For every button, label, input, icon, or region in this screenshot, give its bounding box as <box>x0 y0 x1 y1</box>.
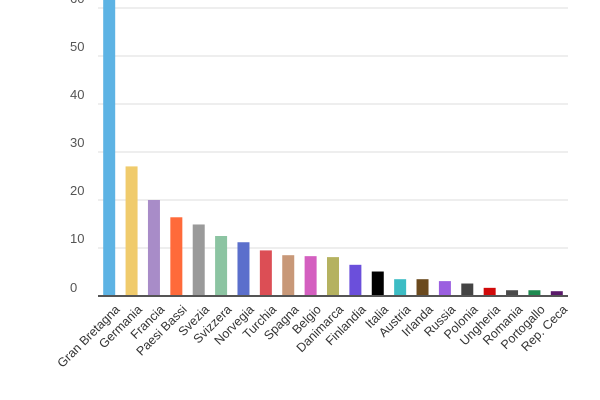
bar <box>237 242 250 296</box>
bar <box>506 290 519 296</box>
bar <box>461 283 474 296</box>
y-tick-label: 10 <box>70 231 84 246</box>
bar <box>371 271 384 296</box>
bar <box>125 166 138 296</box>
bar <box>259 250 272 296</box>
bar <box>192 224 205 296</box>
bar <box>282 255 295 296</box>
y-tick-label: 20 <box>70 183 84 198</box>
bar <box>215 236 228 296</box>
bar <box>438 281 451 296</box>
bar <box>170 217 183 296</box>
bar <box>483 287 496 296</box>
bar <box>147 200 160 296</box>
bar <box>528 290 541 296</box>
bar <box>349 264 362 296</box>
y-tick-label: 0 <box>70 280 77 295</box>
bar <box>327 257 339 296</box>
y-tick-label: 40 <box>70 87 84 102</box>
bar <box>394 279 407 296</box>
bar <box>416 279 429 296</box>
bar <box>550 291 563 296</box>
bar <box>103 0 116 297</box>
y-tick-label: 50 <box>70 39 84 54</box>
y-tick-label: 30 <box>70 135 84 150</box>
y-tick-label: 60 <box>70 0 84 6</box>
bar <box>304 256 317 296</box>
